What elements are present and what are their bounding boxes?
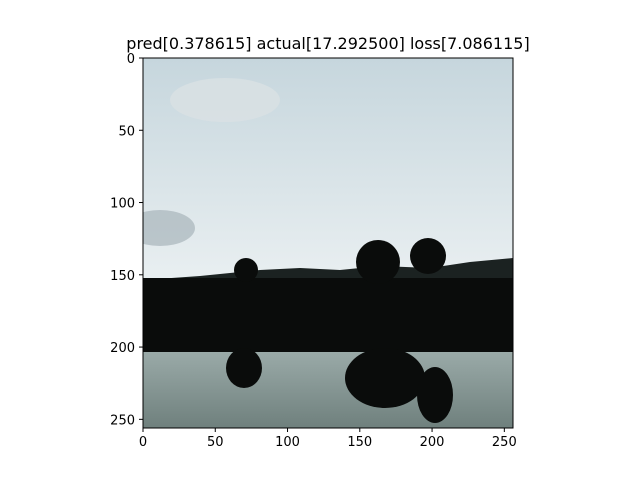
x-axis: 0 50 100 150 200 250 — [139, 428, 517, 450]
chart-title: pred[0.378615] actual[17.292500] loss[7.… — [126, 34, 529, 53]
water — [143, 352, 513, 428]
x-tick-label: 200 — [420, 435, 445, 450]
tree — [410, 238, 446, 274]
x-tick-label: 50 — [207, 435, 224, 450]
x-tick-label: 0 — [139, 435, 147, 450]
shore — [143, 278, 513, 356]
reflection — [345, 348, 425, 408]
tree — [356, 240, 400, 284]
reflection — [417, 367, 453, 423]
x-tick-label: 250 — [492, 435, 517, 450]
tree — [234, 258, 258, 282]
cloud-left — [143, 210, 195, 246]
y-tick-label: 0 — [127, 52, 135, 67]
y-tick-label: 200 — [110, 341, 135, 356]
axes-frame — [142, 57, 514, 429]
image-plot — [143, 58, 513, 428]
y-tick-label: 100 — [110, 197, 135, 212]
x-tick-label: 100 — [275, 435, 300, 450]
y-axis: 0 50 100 150 200 250 — [110, 52, 143, 428]
y-tick-label: 50 — [118, 124, 135, 139]
y-tick-label: 250 — [110, 413, 135, 428]
cloud — [170, 78, 280, 122]
y-tick-label: 150 — [110, 269, 135, 284]
x-tick-label: 150 — [347, 435, 372, 450]
reflection — [226, 348, 262, 388]
